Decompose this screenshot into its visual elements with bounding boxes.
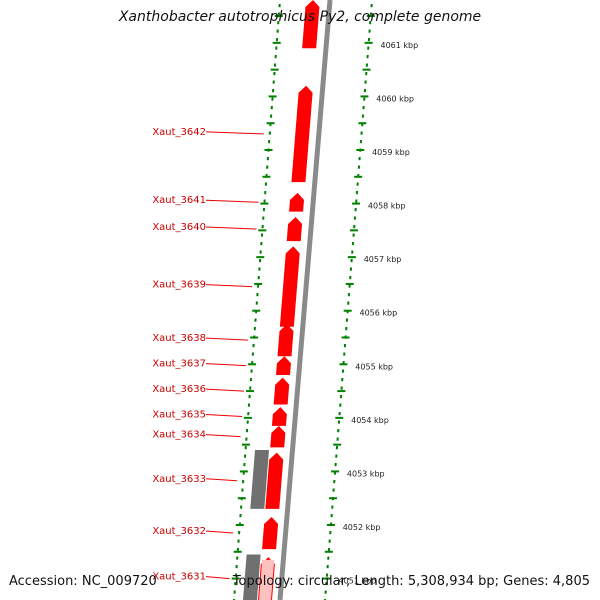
gene-xaut-3639 bbox=[279, 246, 300, 327]
gene-feature bbox=[302, 0, 320, 49]
gene-label: Xaut_3638 bbox=[152, 333, 206, 344]
gene-label: Xaut_3640 bbox=[152, 222, 206, 233]
kbp-label: 4053 kbp bbox=[347, 469, 385, 478]
outer-tick-track bbox=[322, 3, 375, 600]
kbp-label: 4052 kbp bbox=[343, 523, 381, 532]
label-connector bbox=[205, 530, 234, 534]
label-connector bbox=[205, 226, 257, 230]
gene-label: Xaut_3631 bbox=[152, 572, 206, 583]
gene-xaut-3641 bbox=[289, 192, 305, 212]
label-connector bbox=[205, 199, 259, 203]
genome-stats: Topology: circular; Length: 5,308,934 bp… bbox=[232, 574, 590, 589]
gene-label: Xaut_3637 bbox=[152, 359, 206, 370]
gene-label: Xaut_3632 bbox=[152, 526, 206, 537]
gene-track bbox=[243, 0, 320, 600]
genes-label: Genes: bbox=[503, 574, 549, 589]
gene-xaut-3635 bbox=[271, 407, 287, 426]
label-connector bbox=[205, 478, 238, 482]
length-label: Length: bbox=[354, 574, 404, 589]
gene-label: Xaut_3633 bbox=[152, 474, 206, 485]
kbp-label: 4054 kbp bbox=[351, 416, 389, 425]
label-connector bbox=[205, 576, 230, 580]
gene-xaut-3637 bbox=[276, 356, 291, 375]
genes-value: 4,805 bbox=[552, 574, 590, 589]
gene-xaut-3640 bbox=[286, 216, 303, 242]
accession-value: NC_009720 bbox=[81, 574, 157, 589]
kbp-label: 4060 kbp bbox=[376, 94, 414, 103]
gene-label: Xaut_3639 bbox=[152, 280, 206, 291]
kbp-label: 4051 kbp bbox=[339, 577, 377, 586]
gene-label: Xaut_3635 bbox=[152, 410, 206, 421]
kbp-label: 4059 kbp bbox=[372, 148, 410, 157]
kbp-label: 4056 kbp bbox=[360, 309, 398, 318]
genome-title: Xanthobacter autotrophicus Py2, complete… bbox=[118, 9, 482, 25]
gene-labels: Xaut_3642 Xaut_3641 Xaut_3640 Xaut_3639 Xaut… bbox=[152, 127, 264, 583]
gene-label: Xaut_3642 bbox=[152, 127, 206, 138]
topology-label: Topology: bbox=[232, 574, 294, 589]
kbp-labels: 4061 kbp 4060 kbp 4059 kbp 4058 kbp 4057 kbp… bbox=[339, 41, 419, 586]
kbp-label: 4055 kbp bbox=[355, 362, 393, 371]
gene-xaut-3638 bbox=[277, 324, 294, 357]
label-connector bbox=[205, 131, 264, 135]
label-connector bbox=[205, 363, 246, 367]
kbp-label: 4057 kbp bbox=[364, 255, 402, 264]
accession-label: Accession: bbox=[9, 574, 78, 589]
topology-value: circular bbox=[297, 574, 346, 589]
gene-label: Xaut_3636 bbox=[152, 384, 206, 395]
gene-label: Xaut_3634 bbox=[152, 430, 206, 441]
gene-xaut-3634 bbox=[270, 425, 286, 448]
gene-xaut-3632 bbox=[262, 516, 279, 550]
label-connector bbox=[205, 284, 253, 288]
label-connector bbox=[205, 337, 248, 341]
kbp-label: 4058 kbp bbox=[368, 202, 406, 211]
label-connector bbox=[205, 434, 241, 438]
label-connector bbox=[205, 414, 243, 418]
inner-tick-track bbox=[231, 3, 283, 600]
gene-feature bbox=[243, 554, 261, 600]
genome-backbone bbox=[277, 0, 333, 600]
gene-label: Xaut_3641 bbox=[152, 195, 206, 206]
gene-xaut-3633 bbox=[265, 452, 284, 509]
gene-feature bbox=[259, 559, 275, 600]
gene-xaut-3642 bbox=[291, 85, 313, 183]
accession-info: Accession: NC_009720 bbox=[9, 574, 157, 589]
gene-feature bbox=[250, 450, 269, 509]
gene-xaut-3636 bbox=[273, 377, 290, 405]
kbp-label: 4061 kbp bbox=[380, 41, 418, 50]
length-value: 5,308,934 bp bbox=[407, 574, 495, 589]
label-connector bbox=[205, 388, 245, 392]
